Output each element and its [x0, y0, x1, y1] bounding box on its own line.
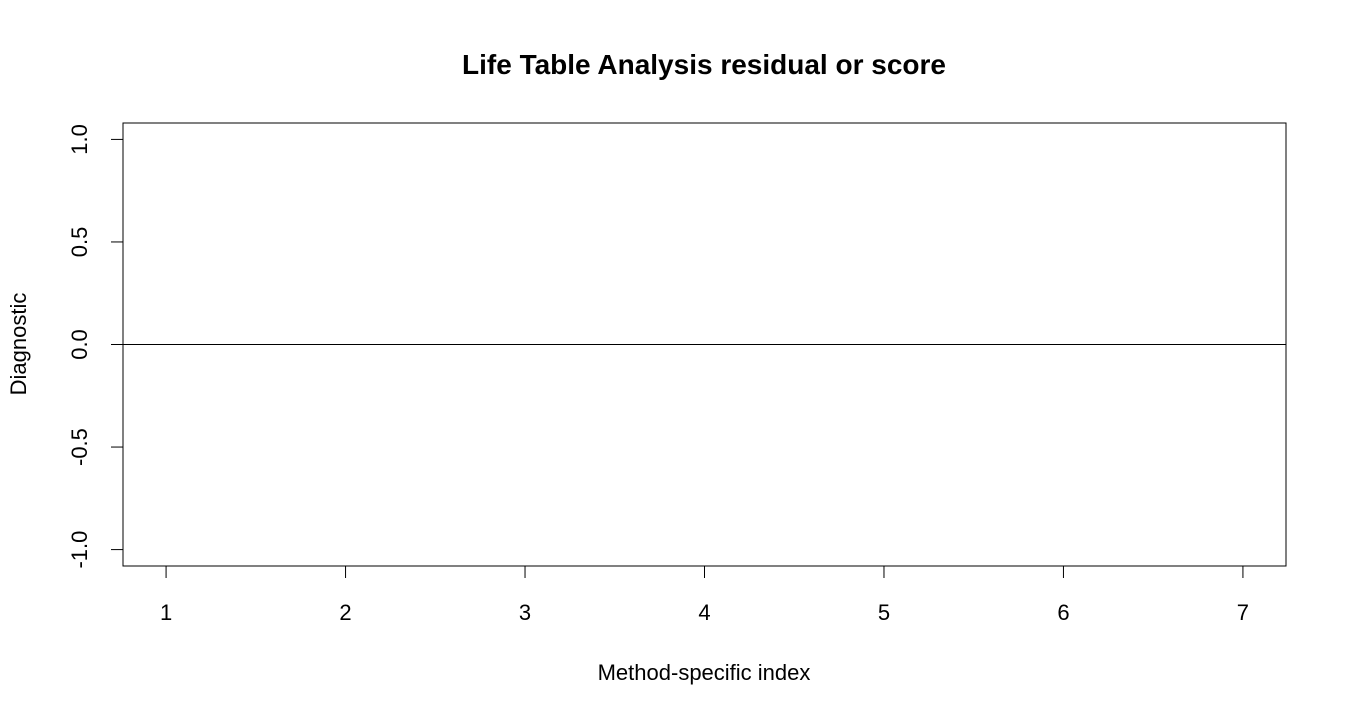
x-tick-label: 5	[878, 600, 890, 625]
x-tick-label: 7	[1237, 600, 1249, 625]
x-tick-label: 1	[160, 600, 172, 625]
x-tick-label: 6	[1057, 600, 1069, 625]
x-tick-label: 2	[339, 600, 351, 625]
x-axis: 1 2 3 4 5 6 7	[160, 565, 1249, 625]
y-tick-label: -1.0	[67, 531, 92, 569]
y-axis: -1.0 -0.5 0.0 0.5 1.0	[67, 124, 124, 569]
y-tick-label: 0.5	[67, 227, 92, 258]
x-tick-label: 4	[698, 600, 710, 625]
y-tick-label: -0.5	[67, 428, 92, 466]
y-tick-label: 1.0	[67, 124, 92, 155]
y-axis-label: Diagnostic	[6, 293, 31, 396]
x-axis-label: Method-specific index	[598, 660, 811, 685]
chart-title: Life Table Analysis residual or score	[462, 49, 946, 80]
y-tick-label: 0.0	[67, 329, 92, 360]
x-tick-label: 3	[519, 600, 531, 625]
